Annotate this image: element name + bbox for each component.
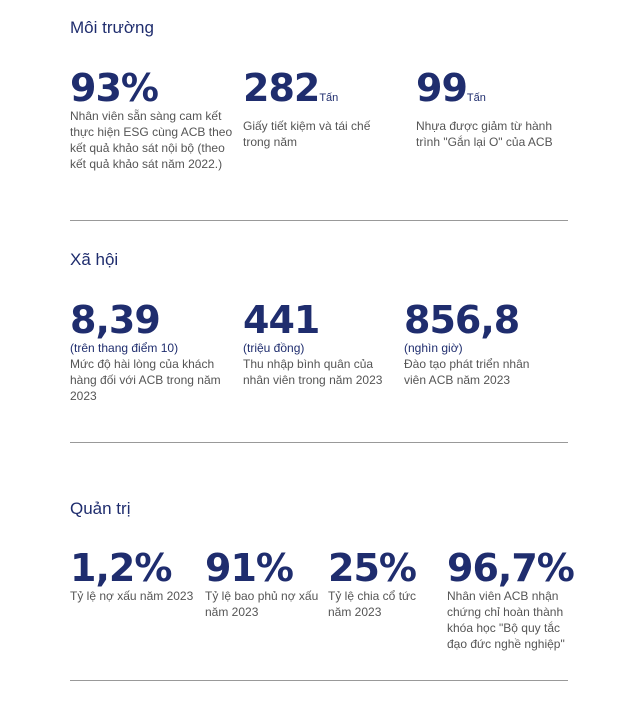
section-title-environment: Môi trường <box>70 18 154 37</box>
stat-unit: Tấn <box>466 92 486 104</box>
stat: 8,39 (trên thang điểm 10) Mức độ hài lòn… <box>70 300 235 404</box>
stat-value: 282 <box>243 66 320 110</box>
stat-desc: Nhân viên sẵn sàng cam kết thực hiện ESG… <box>70 109 233 171</box>
stat: 96,7% Nhân viên ACB nhận chứng chỉ hoàn … <box>447 548 577 652</box>
stat-desc: Đào tạo phát triển nhân viên ACB năm 202… <box>404 357 530 387</box>
stat: 99Tấn Nhựa được giảm từ hành trình "Gắn … <box>416 68 571 150</box>
stat-value: 8,39 <box>70 298 161 342</box>
stat: 91% Tỷ lệ bao phủ nợ xấu năm 2023 <box>205 548 320 620</box>
divider <box>70 680 568 681</box>
stat: 1,2% Tỷ lệ nợ xấu năm 2023 <box>70 548 200 604</box>
stat: 93% Nhân viên sẵn sàng cam kết thực hiện… <box>70 68 235 172</box>
stat: 441 (triệu đồng) Thu nhập bình quân của … <box>243 300 393 388</box>
stat-unit: (trên thang điểm 10) <box>70 341 179 355</box>
stat-desc: Nhựa được giảm từ hành trình "Gắn lại O"… <box>416 119 553 149</box>
stat-desc: Tỷ lệ bao phủ nợ xấu năm 2023 <box>205 589 319 619</box>
stat-desc: Tỷ lệ chia cổ tức năm 2023 <box>328 589 417 619</box>
stat-desc: Mức độ hài lòng của khách hàng đối với A… <box>70 357 221 403</box>
stat-desc: Tỷ lệ nợ xấu năm 2023 <box>70 589 194 603</box>
section-title-social: Xã hội <box>70 250 119 269</box>
section-title-governance: Quản trị <box>70 499 131 518</box>
stat-unit: (nghìn giờ) <box>404 341 463 355</box>
stat-value: 856,8 <box>404 298 520 342</box>
stat-value: 1,2% <box>70 546 172 590</box>
stat-value: 91% <box>205 546 294 590</box>
stat: 282Tấn Giấy tiết kiệm và tái chế trong n… <box>243 68 383 150</box>
divider <box>70 442 568 443</box>
stat-value: 441 <box>243 298 320 342</box>
stat-value: 93% <box>70 66 159 110</box>
stat-desc: Thu nhập bình quân của nhân viên trong n… <box>243 357 383 387</box>
stat-value: 96,7% <box>447 546 575 590</box>
stat-value: 25% <box>328 546 417 590</box>
stat-desc: Nhân viên ACB nhận chứng chỉ hoàn thành … <box>447 589 565 651</box>
stat-desc: Giấy tiết kiệm và tái chế trong năm <box>243 119 371 149</box>
stat: 856,8 (nghìn giờ) Đào tạo phát triển nhâ… <box>404 300 554 388</box>
stat-unit: Tấn <box>319 92 339 104</box>
divider <box>70 220 568 221</box>
stat: 25% Tỷ lệ chia cổ tức năm 2023 <box>328 548 433 620</box>
stat-value: 99 <box>416 66 468 110</box>
stat-unit: (triệu đồng) <box>243 341 305 355</box>
